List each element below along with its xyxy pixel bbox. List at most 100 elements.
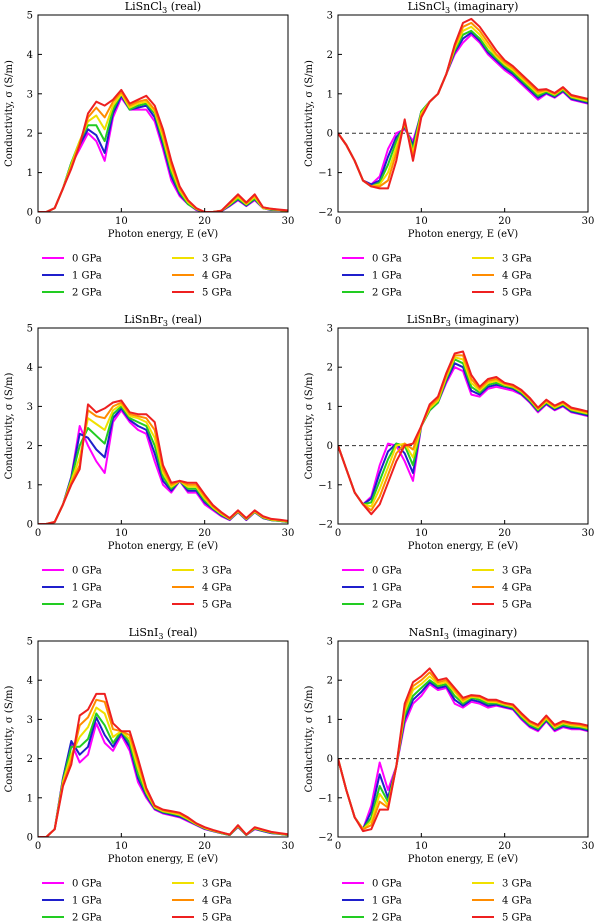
y-tick-label: 3 — [27, 89, 33, 100]
y-tick-label: 2 — [27, 129, 33, 140]
x-tick-label: 30 — [582, 528, 595, 539]
x-tick-label: 20 — [198, 841, 211, 852]
chart-title-main: LiSnI — [129, 626, 159, 639]
x-tick-label: 20 — [198, 528, 211, 539]
plot-frame — [37, 14, 289, 213]
y-axis-label: Conductivity, σ (S/m) — [304, 372, 315, 479]
legend-label: 5 GPa — [202, 913, 232, 924]
y-tick-label: 3 — [327, 324, 333, 335]
x-tick-label: 10 — [115, 216, 128, 227]
legend-label: 0 GPa — [372, 879, 402, 890]
plot-frame — [37, 640, 289, 838]
x-tick-label: 30 — [582, 841, 595, 852]
y-tick-label: 3 — [27, 402, 33, 413]
y-tick-label: 3 — [27, 715, 33, 726]
y-tick-label: 2 — [327, 50, 333, 61]
y-tick-label: 1 — [27, 480, 33, 491]
y-tick-label: −1 — [318, 168, 333, 179]
series-group — [38, 88, 288, 212]
series-group — [38, 692, 288, 837]
chart-title-suffix: (imaginary) — [451, 313, 519, 326]
legend-label: 4 GPa — [202, 583, 232, 594]
series-line-3-gpa — [338, 25, 588, 188]
chart-panel-6: NaSnI3 (imaginary)0 10 20 30−2−10123Photon … — [304, 626, 594, 924]
chart-panel-4: LiSnBr3 (imaginary)0 10 20 30−2−10123Photon… — [304, 313, 594, 611]
y-tick-label: −2 — [318, 520, 333, 531]
chart-title-subscript: 3 — [158, 632, 163, 641]
legend-label: 3 GPa — [202, 879, 232, 890]
series-line-5-gpa — [338, 350, 588, 516]
chart-title-subscript: 3 — [162, 6, 167, 15]
x-tick-label: 0 — [335, 841, 341, 852]
y-tick-label: 0 — [327, 441, 333, 452]
legend-label: 2 GPa — [372, 288, 402, 299]
x-tick-label: 10 — [115, 841, 128, 852]
x-tick-label: 20 — [498, 528, 511, 539]
series-line-4-gpa — [338, 21, 588, 188]
x-axis-label: Photon energy, E (eV) — [108, 229, 219, 240]
x-tick-label: 10 — [415, 528, 428, 539]
x-tick-label: 20 — [198, 216, 211, 227]
chart-title: LiSnBr3 (imaginary) — [407, 313, 519, 328]
legend-label: 1 GPa — [72, 896, 102, 907]
x-axis-label: Photon energy, E (eV) — [408, 229, 519, 240]
y-tick-label: 2 — [27, 441, 33, 452]
y-tick-label: 1 — [327, 715, 333, 726]
y-tick-label: 5 — [27, 637, 33, 648]
y-tick-label: 3 — [327, 11, 333, 22]
y-tick-label: 5 — [27, 11, 33, 22]
legend-label: 2 GPa — [72, 600, 102, 611]
chart-title-suffix: (real) — [163, 626, 197, 639]
chart-title-main: LiSnCl — [125, 0, 163, 13]
x-tick-label: 30 — [282, 216, 295, 227]
legend-label: 0 GPa — [372, 566, 402, 577]
chart-title-main: LiSnBr — [124, 313, 164, 326]
legend-label: 0 GPa — [72, 879, 102, 890]
chart-title-suffix: (real) — [167, 0, 201, 13]
legend-label: 0 GPa — [372, 254, 402, 265]
x-tick-label: 0 — [335, 528, 341, 539]
y-tick-label: 4 — [27, 50, 33, 61]
series-line-5-gpa — [38, 692, 288, 837]
legend-label: 4 GPa — [502, 583, 532, 594]
y-tick-label: 0 — [27, 833, 33, 844]
chart-title-main: LiSnBr — [407, 313, 447, 326]
y-axis-label: Conductivity, σ (S/m) — [4, 60, 15, 167]
plot-frame — [337, 640, 589, 838]
x-tick-label: 10 — [115, 528, 128, 539]
series-line-2-gpa — [338, 29, 588, 188]
legend-label: 3 GPa — [202, 254, 232, 265]
legend-label: 2 GPa — [372, 600, 402, 611]
plot-frame — [337, 327, 589, 525]
series-group — [338, 350, 588, 516]
chart-panel-2: LiSnCl3 (imaginary)0 10 20 30−2−10123Photon… — [304, 0, 594, 299]
x-axis-label: Photon energy, E (eV) — [108, 541, 219, 552]
x-tick-label: 30 — [282, 528, 295, 539]
y-tick-label: 1 — [327, 89, 333, 100]
x-tick-label: 30 — [282, 841, 295, 852]
y-tick-label: 3 — [327, 637, 333, 648]
y-tick-label: 4 — [27, 363, 33, 374]
x-axis-label: Photon energy, E (eV) — [108, 854, 219, 865]
legend-label: 5 GPa — [202, 600, 232, 611]
legend-label: 4 GPa — [202, 896, 232, 907]
y-axis-label: Conductivity, σ (S/m) — [304, 60, 315, 167]
y-tick-label: 2 — [327, 363, 333, 374]
y-tick-label: 0 — [27, 520, 33, 531]
legend-label: 5 GPa — [502, 288, 532, 299]
legend-label: 0 GPa — [72, 566, 102, 577]
y-tick-label: 0 — [327, 754, 333, 765]
x-tick-label: 30 — [582, 216, 595, 227]
legend-label: 4 GPa — [502, 271, 532, 282]
series-line-1-gpa — [338, 31, 588, 186]
x-tick-label: 0 — [35, 528, 41, 539]
y-tick-label: 0 — [327, 129, 333, 140]
series-group — [38, 399, 288, 524]
chart-title-subscript: 3 — [445, 6, 450, 15]
series-line-5-gpa — [338, 17, 588, 190]
y-tick-label: 4 — [27, 676, 33, 687]
